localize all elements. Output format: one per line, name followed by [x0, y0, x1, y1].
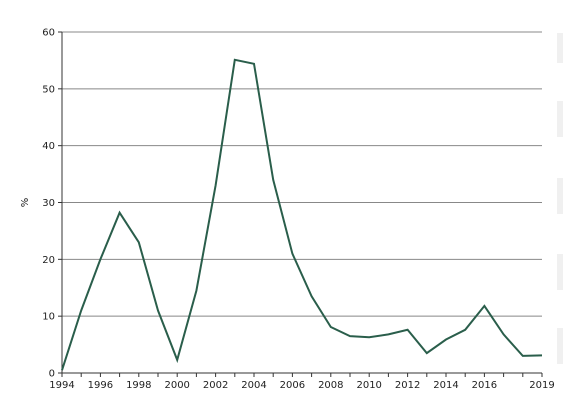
- side-strip-3: [557, 178, 563, 214]
- y-tick-label: 0: [49, 369, 55, 380]
- axes: [58, 31, 543, 377]
- x-tick-labels: 1994 1996 1998 2000 2002 2004 2006 2008 2010 2012…: [49, 380, 554, 391]
- x-tick-label: 2019: [529, 380, 554, 391]
- y-tick-label: 20: [42, 255, 55, 266]
- x-tick-label: 2000: [164, 380, 189, 391]
- side-strip-1: [557, 33, 563, 63]
- y-axis-title: %: [20, 198, 31, 208]
- series-line: [61, 58, 543, 371]
- side-strip-5: [557, 328, 563, 364]
- y-tick-labels: 0 10 20 30 40 50 60: [42, 28, 55, 380]
- x-tick-label: 1994: [49, 380, 74, 391]
- series-group: [61, 58, 543, 371]
- x-tick-label: 2008: [318, 380, 343, 391]
- y-tick-label: 40: [42, 141, 55, 152]
- x-tick-label: 2004: [241, 380, 266, 391]
- x-tick-label: 2006: [280, 380, 305, 391]
- y-tick-label: 10: [42, 312, 55, 323]
- gridlines: [62, 31, 542, 317]
- y-tick-label: 50: [42, 84, 55, 95]
- side-strip-2: [557, 101, 563, 137]
- x-tick-label: 1996: [88, 380, 113, 391]
- x-tick-label: 2012: [395, 380, 420, 391]
- x-tick-label: 2016: [472, 380, 497, 391]
- x-tick-label: 2014: [433, 380, 458, 391]
- x-tick-label: 2002: [203, 380, 228, 391]
- x-tick-label: 2010: [356, 380, 381, 391]
- y-tick-label: 60: [42, 28, 55, 39]
- side-strip-4: [557, 254, 563, 290]
- x-tick-label: 1998: [126, 380, 151, 391]
- y-tick-label: 30: [42, 198, 55, 209]
